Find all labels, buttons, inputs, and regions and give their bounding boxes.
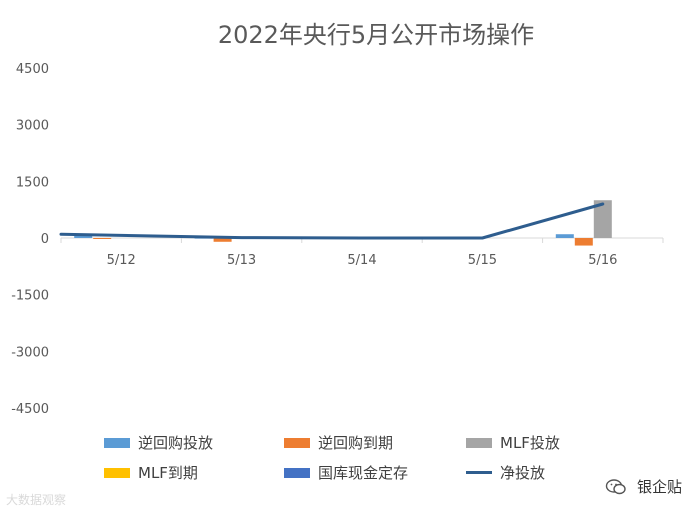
- bar: [93, 238, 112, 239]
- x-tick-label: 5/12: [107, 253, 136, 268]
- y-tick-label: 4500: [16, 62, 49, 77]
- bar: [213, 238, 232, 242]
- y-tick-label: -4500: [11, 402, 49, 417]
- bar: [593, 200, 612, 238]
- x-tick-label: 5/15: [468, 253, 497, 268]
- bar: [555, 234, 574, 238]
- wechat-icon: [605, 478, 626, 494]
- y-tick-label: 3000: [16, 119, 49, 134]
- watermark-left: 大数据观察: [6, 491, 66, 508]
- bar: [574, 238, 593, 246]
- x-tick-label: 5/13: [227, 253, 256, 268]
- x-tick-label: 5/14: [347, 253, 376, 268]
- x-tick-label: 5/16: [588, 253, 617, 268]
- watermark-left-text: 大数据观察: [6, 493, 67, 507]
- net-injection-line: [59, 202, 605, 240]
- chart-title: 2022年央行5月公开市场操作: [218, 21, 534, 49]
- y-tick-label: -3000: [11, 345, 49, 360]
- y-tick-label: 1500: [16, 175, 49, 190]
- y-tick-label: 0: [41, 232, 49, 247]
- watermark-right: 银企贴: [605, 476, 682, 497]
- watermark-right-text: 银企贴: [636, 478, 682, 496]
- y-tick-label: -1500: [11, 289, 49, 304]
